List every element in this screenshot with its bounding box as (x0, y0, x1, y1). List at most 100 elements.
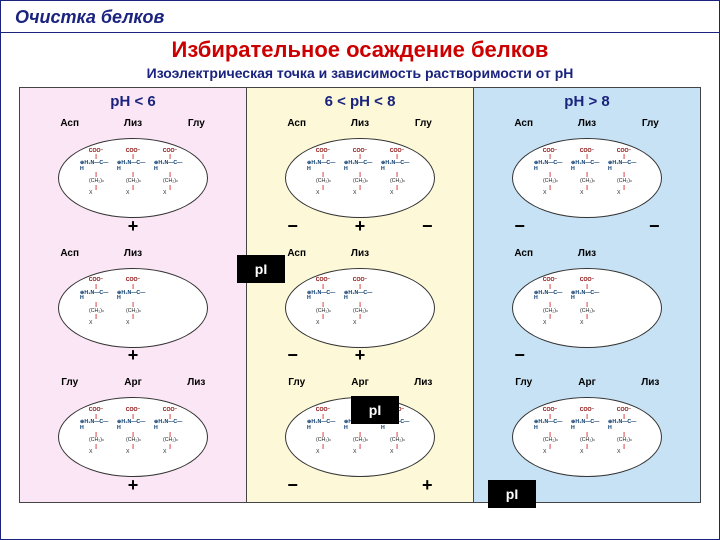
column-2: pH > 8АспЛизГлу COO⁻ | ⊕H₃N—C—H | (CH₂)ₙ… (474, 88, 700, 502)
diagram-grid: pH < 6АспЛизГлу COO⁻ | ⊕H₃N—C—H | (CH₂)ₙ… (19, 87, 701, 503)
plus-sign: + (121, 216, 145, 237)
amino-acid-chain-icon: COO⁻ | ⊕H₃N—C—H | (CH₂)ₙ | X (608, 408, 640, 456)
residue-labels: АспЛизГлу (474, 118, 700, 129)
charge-signs: −− (474, 216, 700, 237)
amino-acid-chain-icon: COO⁻ | ⊕H₃N—C—H | (CH₂)ₙ | X (534, 278, 566, 326)
amino-acid-chain-icon: COO⁻ | ⊕H₃N—C—H | (CH₂)ₙ | X (154, 149, 186, 197)
minus-sign: − (508, 216, 532, 237)
chain-empty (608, 278, 640, 326)
sign-empty (642, 475, 666, 496)
amino-acid-chain-icon: COO⁻ | ⊕H₃N—C—H | (CH₂)ₙ | X (571, 149, 603, 197)
amino-acid-chain-icon: COO⁻ | ⊕H₃N—C—H | (CH₂)ₙ | X (571, 408, 603, 456)
residue-labels: ГлуАргЛиз (474, 377, 700, 388)
amino-acid-chain-icon: COO⁻ | ⊕H₃N—C—H | (CH₂)ₙ | X (117, 149, 149, 197)
chain-group: COO⁻ | ⊕H₃N—C—H | (CH₂)ₙ | X COO⁻ | ⊕H₃N… (307, 149, 413, 197)
section-heading: Очистка белков (1, 1, 719, 30)
column-header: pH > 8 (474, 88, 700, 113)
amino-acid-chain-icon: COO⁻ | ⊕H₃N—C—H | (CH₂)ₙ | X (117, 278, 149, 326)
residue (619, 248, 682, 259)
residue: Глу (165, 118, 228, 129)
cell-0-2: ГлуАргЛиз COO⁻ | ⊕H₃N—C—H | (CH₂)ₙ | X C… (20, 372, 246, 502)
residue: Глу (619, 118, 682, 129)
residue: Арг (555, 377, 618, 388)
residue-labels: АспЛиз (474, 248, 700, 259)
sign-empty (642, 345, 666, 366)
residue: Лиз (101, 248, 164, 259)
sign-empty (575, 345, 599, 366)
charge-signs: − (474, 345, 700, 366)
minus-sign: − (281, 345, 305, 366)
cell-1-2: ГлуАргЛиз COO⁻ | ⊕H₃N—C—H | (CH₂)ₙ | X C… (247, 372, 473, 502)
residue: Асп (38, 118, 101, 129)
residue: Лиз (165, 377, 228, 388)
sign-empty (348, 475, 372, 496)
amino-acid-chain-icon: COO⁻ | ⊕H₃N—C—H | (CH₂)ₙ | X (534, 149, 566, 197)
residue: Глу (392, 118, 455, 129)
residue: Глу (265, 377, 328, 388)
residue: Лиз (101, 118, 164, 129)
sign-empty (188, 475, 212, 496)
charge-signs: −+ (247, 345, 473, 366)
pI-marker: pI (488, 480, 536, 508)
residue: Глу (38, 377, 101, 388)
chain-group: COO⁻ | ⊕H₃N—C—H | (CH₂)ₙ | X COO⁻ | ⊕H₃N… (534, 149, 640, 197)
divider (1, 32, 719, 33)
plus-sign: + (348, 345, 372, 366)
amino-acid-chain-icon: COO⁻ | ⊕H₃N—C—H | (CH₂)ₙ | X (307, 408, 339, 456)
pI-marker: pI (237, 255, 285, 283)
chain-group: COO⁻ | ⊕H₃N—C—H | (CH₂)ₙ | X COO⁻ | ⊕H₃N… (307, 278, 413, 326)
residue: Лиз (328, 248, 391, 259)
sign-empty (54, 345, 78, 366)
residue: Асп (38, 248, 101, 259)
residue: Арг (328, 377, 391, 388)
charge-signs: + (20, 216, 246, 237)
cell-2-0: АспЛизГлу COO⁻ | ⊕H₃N—C—H | (CH₂)ₙ | X C… (474, 113, 700, 243)
main-title: Избирательное осаждение белков (1, 37, 719, 63)
plus-sign: + (121, 475, 145, 496)
charge-signs: + (20, 345, 246, 366)
column-0: pH < 6АспЛизГлу COO⁻ | ⊕H₃N—C—H | (CH₂)ₙ… (20, 88, 247, 502)
amino-acid-chain-icon: COO⁻ | ⊕H₃N—C—H | (CH₂)ₙ | X (608, 149, 640, 197)
residue-labels: АспЛиз (20, 248, 246, 259)
amino-acid-chain-icon: COO⁻ | ⊕H₃N—C—H | (CH₂)ₙ | X (307, 149, 339, 197)
chain-empty (381, 278, 413, 326)
sign-empty (188, 216, 212, 237)
amino-acid-chain-icon: COO⁻ | ⊕H₃N—C—H | (CH₂)ₙ | X (571, 278, 603, 326)
column-header: pH < 6 (20, 88, 246, 113)
residue: Лиз (392, 377, 455, 388)
column-1: 6 < pH < 8АспЛизГлу COO⁻ | ⊕H₃N—C—H | (C… (247, 88, 474, 502)
residue: Лиз (555, 118, 618, 129)
residue: Лиз (555, 248, 618, 259)
residue: Лиз (619, 377, 682, 388)
cell-1-0: АспЛизГлу COO⁻ | ⊕H₃N—C—H | (CH₂)ₙ | X C… (247, 113, 473, 243)
minus-sign: − (281, 216, 305, 237)
residue: Глу (492, 377, 555, 388)
chain-empty (154, 278, 186, 326)
amino-acid-chain-icon: COO⁻ | ⊕H₃N—C—H | (CH₂)ₙ | X (80, 278, 112, 326)
sign-empty (54, 475, 78, 496)
chain-group: COO⁻ | ⊕H₃N—C—H | (CH₂)ₙ | X COO⁻ | ⊕H₃N… (80, 149, 186, 197)
cell-0-1: АспЛиз COO⁻ | ⊕H₃N—C—H | (CH₂)ₙ | X COO⁻… (20, 243, 246, 373)
sign-empty (575, 216, 599, 237)
residue-labels: АспЛизГлу (20, 118, 246, 129)
residue: Арг (101, 377, 164, 388)
sub-title: Изоэлектрическая точка и зависимость рас… (1, 65, 719, 81)
minus-sign: − (508, 345, 532, 366)
chain-group: COO⁻ | ⊕H₃N—C—H | (CH₂)ₙ | X COO⁻ | ⊕H₃N… (80, 408, 186, 456)
residue: Асп (265, 118, 328, 129)
amino-acid-chain-icon: COO⁻ | ⊕H₃N—C—H | (CH₂)ₙ | X (534, 408, 566, 456)
residue (165, 248, 228, 259)
amino-acid-chain-icon: COO⁻ | ⊕H₃N—C—H | (CH₂)ₙ | X (80, 149, 112, 197)
sign-empty (415, 345, 439, 366)
plus-sign: + (121, 345, 145, 366)
sign-empty (188, 345, 212, 366)
residue: Лиз (328, 118, 391, 129)
residue-labels: АспЛизГлу (247, 118, 473, 129)
chain-group: COO⁻ | ⊕H₃N—C—H | (CH₂)ₙ | X COO⁻ | ⊕H₃N… (534, 278, 640, 326)
minus-sign: − (415, 216, 439, 237)
plus-sign: + (348, 216, 372, 237)
cell-0-0: АспЛизГлу COO⁻ | ⊕H₃N—C—H | (CH₂)ₙ | X C… (20, 113, 246, 243)
chain-group: COO⁻ | ⊕H₃N—C—H | (CH₂)ₙ | X COO⁻ | ⊕H₃N… (534, 408, 640, 456)
sign-empty (54, 216, 78, 237)
cell-2-1: АспЛиз COO⁻ | ⊕H₃N—C—H | (CH₂)ₙ | X COO⁻… (474, 243, 700, 373)
